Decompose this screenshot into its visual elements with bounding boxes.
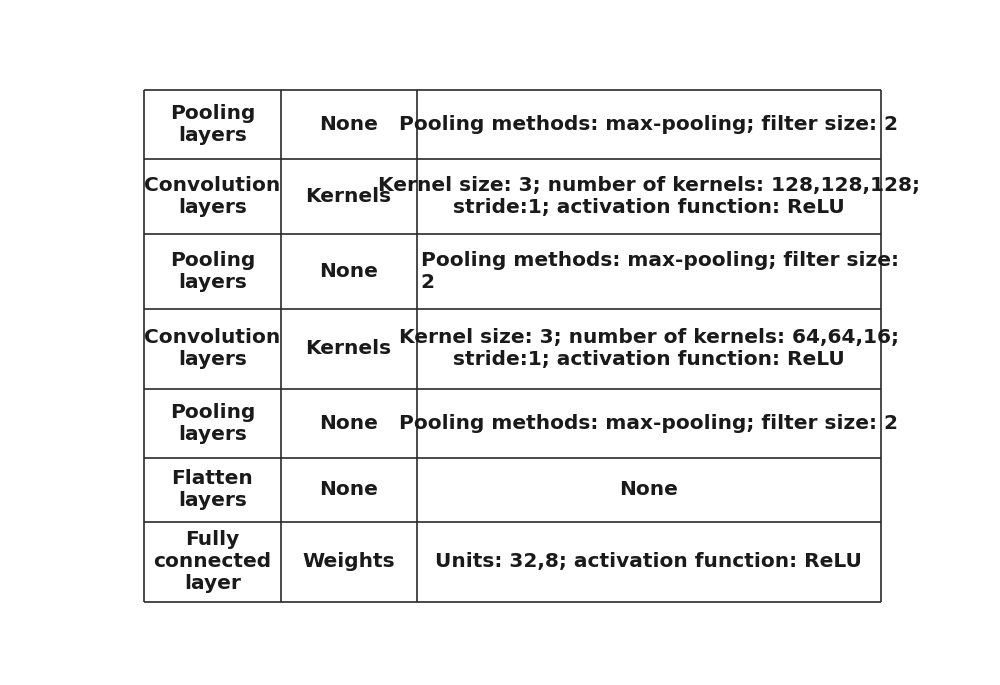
Text: Fully
connected
layer: Fully connected layer bbox=[153, 530, 272, 593]
Text: Pooling
layers: Pooling layers bbox=[170, 251, 255, 292]
Text: Convolution
layers: Convolution layers bbox=[144, 328, 281, 369]
Text: Kernel size: 3; number of kernels: 128,128,128;
stride:1; activation function: R: Kernel size: 3; number of kernels: 128,1… bbox=[378, 176, 920, 217]
Text: Units: 32,8; activation function: ReLU: Units: 32,8; activation function: ReLU bbox=[435, 552, 862, 571]
Text: None: None bbox=[619, 480, 678, 499]
Text: None: None bbox=[319, 414, 378, 433]
Text: Pooling
layers: Pooling layers bbox=[170, 104, 255, 145]
Text: Pooling methods: max-pooling; filter size: 2: Pooling methods: max-pooling; filter siz… bbox=[399, 115, 898, 134]
Text: Kernel size: 3; number of kernels: 64,64,16;
stride:1; activation function: ReLU: Kernel size: 3; number of kernels: 64,64… bbox=[399, 328, 899, 369]
Text: None: None bbox=[319, 262, 378, 281]
Text: Flatten
layers: Flatten layers bbox=[172, 469, 253, 510]
Text: Kernels: Kernels bbox=[306, 187, 392, 206]
Text: None: None bbox=[319, 115, 378, 134]
Text: Convolution
layers: Convolution layers bbox=[144, 176, 281, 217]
Text: Pooling methods: max-pooling; filter size:
2: Pooling methods: max-pooling; filter siz… bbox=[421, 251, 899, 292]
Text: Pooling methods: max-pooling; filter size: 2: Pooling methods: max-pooling; filter siz… bbox=[399, 414, 898, 433]
Text: None: None bbox=[319, 480, 378, 499]
Text: Kernels: Kernels bbox=[306, 339, 392, 358]
Text: Weights: Weights bbox=[302, 552, 395, 571]
Text: Pooling
layers: Pooling layers bbox=[170, 403, 255, 444]
